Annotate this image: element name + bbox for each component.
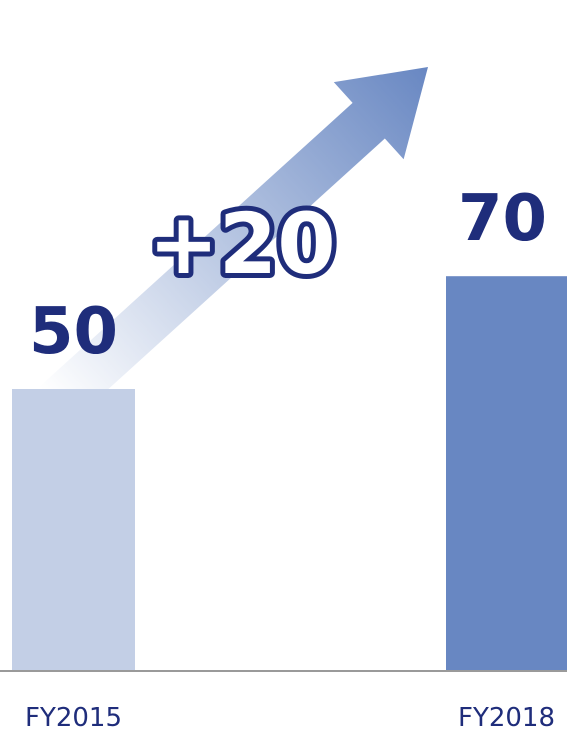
x-tick-label-fy2018: FY2018 [458,703,555,733]
bar-fy2015 [12,389,135,671]
value-label-fy2015: 50 [29,295,118,369]
bar-fy2018 [446,276,567,671]
value-label-fy2018: 70 [458,182,547,256]
x-tick-label-fy2015: FY2015 [25,703,122,733]
growth-arrow-shape [38,66,429,423]
growth-arrow [38,66,429,423]
growth-annotation: +20 [148,195,335,293]
